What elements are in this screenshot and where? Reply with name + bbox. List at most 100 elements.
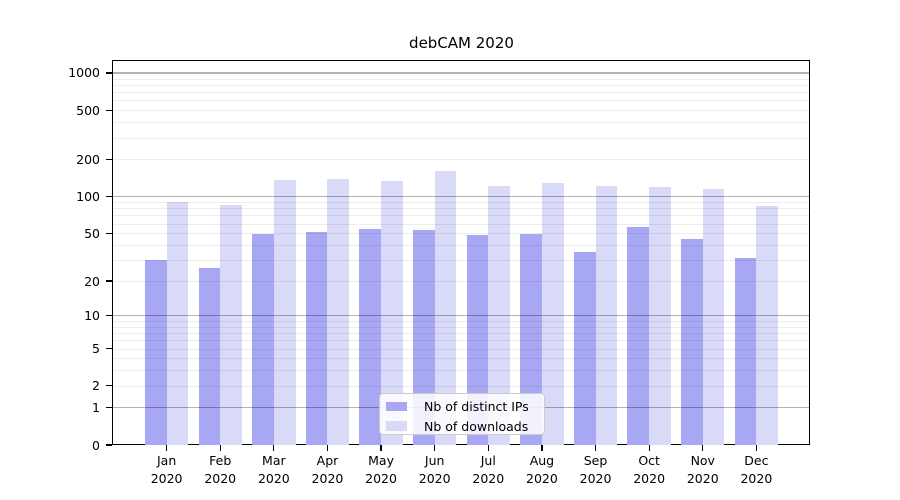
x-tick-year: 2020 <box>418 470 451 486</box>
gridline-minor <box>113 385 810 387</box>
x-tick-month: Dec <box>744 453 769 468</box>
x-tick-year: 2020 <box>204 470 237 486</box>
bar-distinct-ips-sep <box>573 252 596 445</box>
bar-downloads-dec <box>756 205 779 445</box>
x-tick-month: Mar <box>262 453 286 468</box>
y-tick-label: 50 <box>84 225 100 241</box>
x-tick-month: Sep <box>583 453 608 468</box>
bar-downloads-jul <box>488 186 510 445</box>
gridline-minor <box>113 245 810 246</box>
x-tick <box>594 445 597 451</box>
bar-distinct-ips-may <box>359 229 382 445</box>
x-tick-label: Nov 2020 <box>671 452 735 487</box>
x-tick-month: Oct <box>638 453 660 468</box>
legend-swatch-distinct-ips <box>386 401 407 412</box>
bar-downloads-sep <box>595 186 618 445</box>
x-tick-year: 2020 <box>257 470 290 486</box>
y-tick-label: 500 <box>76 102 100 118</box>
y-tick-label: 10 <box>84 308 100 324</box>
x-tick-year: 2020 <box>740 470 773 486</box>
x-tick-month: Jan <box>156 453 177 468</box>
y-tick-label: 5 <box>92 341 100 356</box>
x-tick-label: Jun 2020 <box>403 452 467 487</box>
x-tick <box>219 445 221 451</box>
legend-swatch-downloads <box>386 421 407 431</box>
y-tick <box>106 347 112 350</box>
x-tick <box>541 445 543 451</box>
legend-row-downloads: Nb of downloads <box>386 418 544 435</box>
legend-label-distinct-ips: Nb of distinct IPs <box>424 399 529 414</box>
bar-downloads-mar <box>273 180 296 445</box>
bar-distinct-ips-feb <box>198 267 221 445</box>
gridline-minor <box>113 321 810 322</box>
bar-distinct-ips-jun <box>412 230 435 445</box>
gridline-major <box>113 315 810 317</box>
y-tick <box>106 407 112 409</box>
gridline-minor <box>113 348 810 350</box>
x-tick-label: Dec 2020 <box>724 452 788 487</box>
gridline-minor <box>113 92 810 94</box>
bar-distinct-ips-aug <box>520 234 542 445</box>
bar-distinct-ips-jan <box>144 260 167 445</box>
x-tick <box>166 445 168 451</box>
x-tick <box>487 445 489 451</box>
gridline-minor <box>113 358 810 360</box>
x-tick-label: Aug 2020 <box>510 452 574 487</box>
y-tick <box>106 109 112 111</box>
bar-downloads-aug <box>541 183 564 445</box>
chart-title: debCAM 2020 <box>409 34 514 52</box>
x-tick-month: Apr <box>316 453 339 468</box>
y-tick <box>106 315 112 317</box>
x-tick-year: 2020 <box>526 470 558 486</box>
bar-distinct-ips-oct <box>627 227 650 445</box>
legend-label-downloads: Nb of downloads <box>424 418 529 434</box>
y-tick-label: 2 <box>92 378 100 394</box>
y-tick <box>106 232 112 234</box>
x-tick-label: Jul 2020 <box>456 452 520 487</box>
x-tick-label: May 2020 <box>349 452 413 487</box>
gridline-minor <box>113 260 810 262</box>
y-tick <box>106 385 112 387</box>
y-tick-label: 20 <box>84 273 100 289</box>
gridline-minor <box>113 233 810 235</box>
gridline-minor <box>113 208 810 210</box>
x-tick-month: Nov <box>690 453 715 468</box>
gridline-minor <box>113 110 810 112</box>
x-tick-month: Feb <box>209 453 232 468</box>
x-tick-month: May <box>368 453 394 468</box>
bar-downloads-oct <box>649 187 671 445</box>
y-tick-label: 0 <box>92 437 100 453</box>
x-tick-year: 2020 <box>365 470 397 486</box>
gridline-minor <box>113 122 810 124</box>
bar-distinct-ips-dec <box>734 258 757 445</box>
y-tick <box>106 444 112 446</box>
bar-distinct-ips-jul <box>466 235 489 445</box>
gridline-minor <box>113 78 810 80</box>
gridline-minor <box>113 137 810 139</box>
x-tick <box>702 445 704 451</box>
gridline-major <box>113 72 810 74</box>
x-tick-year: 2020 <box>311 470 344 486</box>
x-tick <box>648 445 650 451</box>
bar-downloads-jun <box>434 171 457 445</box>
x-tick-label: Jan 2020 <box>135 452 199 487</box>
x-tick-label: Feb 2020 <box>188 452 252 487</box>
y-tick <box>106 280 112 282</box>
legend-box: Nb of distinct IPs Nb of downloads <box>379 393 545 435</box>
y-tick-label: 1000 <box>68 65 100 81</box>
bar-distinct-ips-mar <box>252 234 274 445</box>
x-tick-year: 2020 <box>150 470 183 486</box>
x-tick <box>326 445 329 451</box>
gridline-minor <box>113 326 810 328</box>
bar-downloads-may <box>381 181 403 445</box>
bar-distinct-ips-nov <box>681 238 703 445</box>
y-tick-label: 200 <box>76 151 100 167</box>
gridline-minor <box>113 100 810 102</box>
gridline-minor <box>113 202 810 204</box>
x-tick <box>434 445 436 451</box>
x-tick-year: 2020 <box>633 470 666 486</box>
y-tick <box>106 158 112 160</box>
gridline-minor <box>113 281 810 283</box>
bar-downloads-apr <box>327 179 350 445</box>
